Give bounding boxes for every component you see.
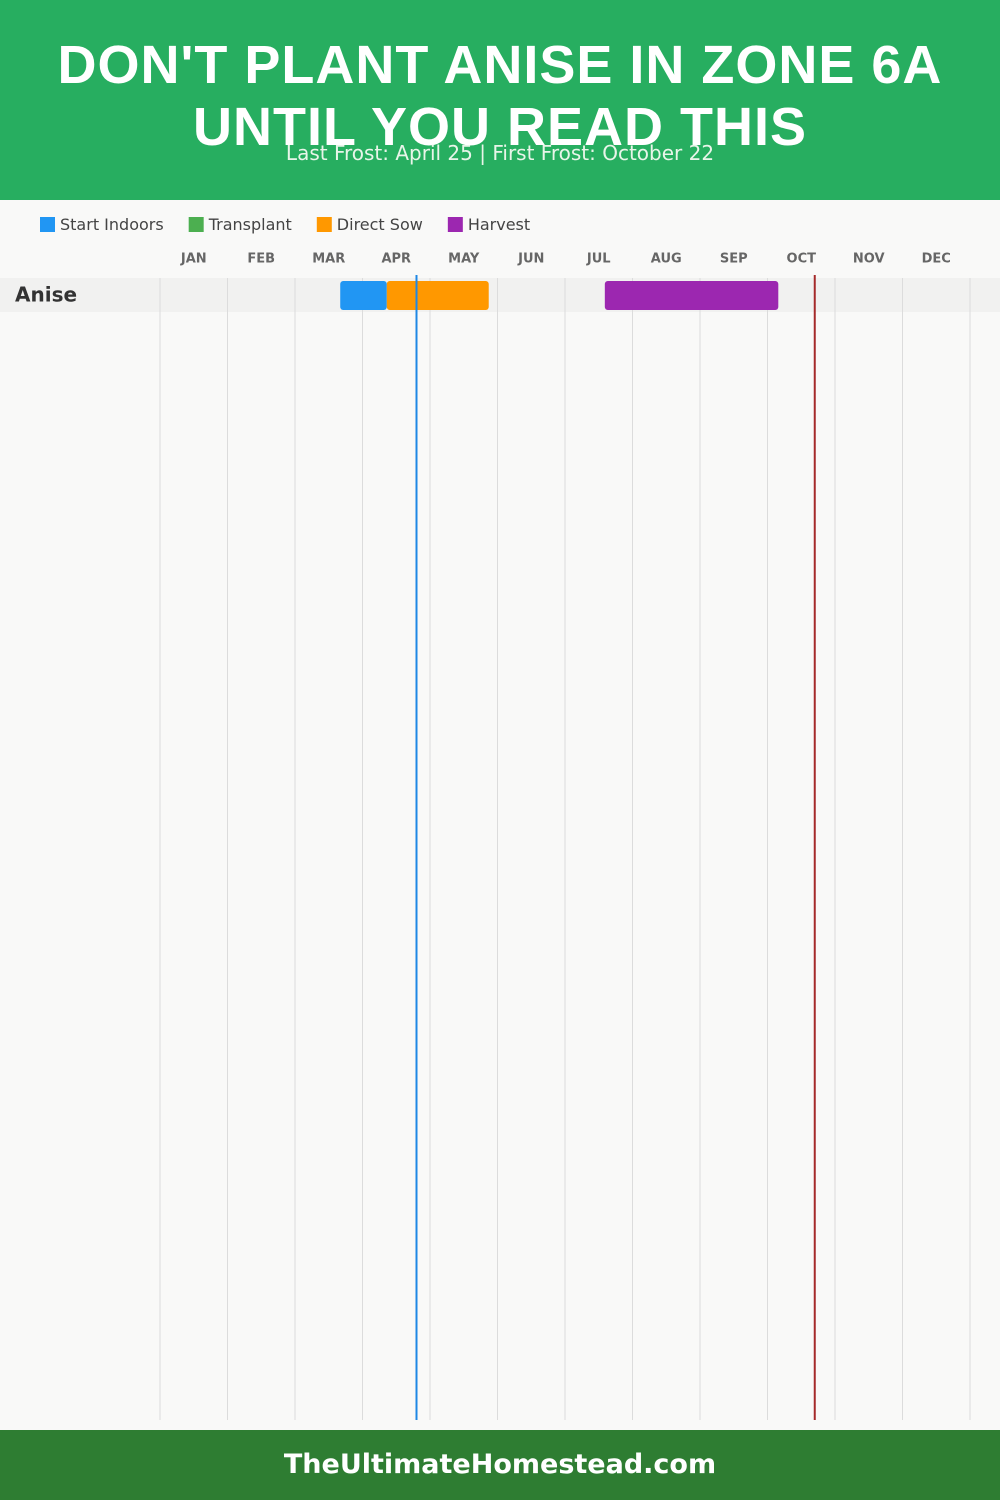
- month-label: NOV: [853, 252, 885, 267]
- month-label: MAY: [448, 252, 480, 267]
- month-label: JAN: [180, 252, 207, 267]
- header: DON'T PLANT ANISE IN ZONE 6A UNTIL YOU R…: [0, 0, 1000, 200]
- bar: [604, 281, 779, 310]
- legend-label: Direct Sow: [337, 215, 423, 234]
- title: DON'T PLANT ANISE IN ZONE 6A UNTIL YOU R…: [57, 35, 943, 157]
- month-label: JUL: [586, 252, 611, 267]
- legend-label: Harvest: [468, 215, 530, 234]
- bar: [386, 281, 489, 310]
- bar: [340, 281, 387, 310]
- legend-swatch: [447, 217, 463, 232]
- month-label: MAR: [312, 252, 345, 267]
- legend-swatch: [40, 217, 55, 232]
- month-label: SEP: [720, 252, 748, 267]
- legend-label: Start Indoors: [60, 215, 164, 234]
- month-label: FEB: [247, 252, 275, 267]
- footer: TheUltimateHomestead.com: [0, 1430, 1000, 1500]
- legend-swatch: [316, 217, 332, 232]
- month-label: AUG: [651, 252, 682, 267]
- month-label: DEC: [922, 252, 951, 267]
- month-label: JUN: [517, 252, 544, 267]
- month-label: APR: [381, 252, 411, 267]
- legend-swatch: [188, 217, 204, 232]
- chart: Start Indoors Transplant Direct Sow Harvest…: [0, 215, 1000, 1420]
- subtitle: Last Frost: April 25 | First Frost: Octo…: [285, 141, 715, 165]
- row-label: Anise: [15, 283, 77, 307]
- row-band: [0, 278, 1000, 312]
- legend-label: Transplant: [208, 215, 292, 234]
- month-label: OCT: [787, 252, 817, 267]
